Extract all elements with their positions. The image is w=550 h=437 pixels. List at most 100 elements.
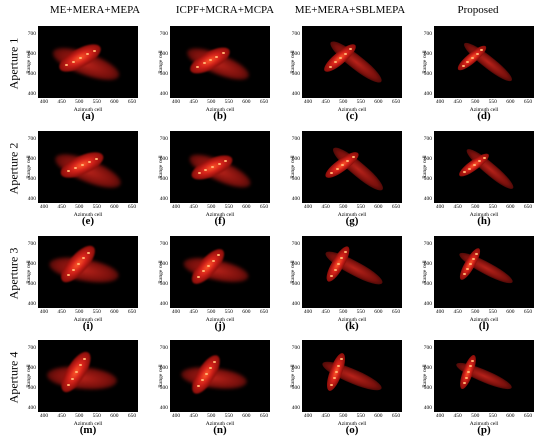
- x-axis-ticks: 400 450 500 550 600 650: [170, 204, 270, 212]
- x-tick-label: 500: [75, 413, 84, 419]
- y-tick-label: 400: [423, 405, 432, 411]
- scatter-point: [335, 371, 338, 373]
- y-tick-label: 400: [27, 405, 36, 411]
- y-tick-label: 600: [423, 261, 432, 267]
- x-axis-ticks: 400 450 500 550 600 650: [38, 309, 138, 317]
- isar-image: [170, 236, 270, 308]
- panel-caption: (o): [345, 424, 359, 436]
- x-tick-label: 500: [339, 309, 348, 315]
- x-axis-label: Azimuth cell: [337, 107, 367, 113]
- y-axis-label: Range cell: [26, 155, 32, 179]
- scatter-point: [339, 358, 343, 361]
- scatter-point: [464, 376, 468, 379]
- x-tick-label: 650: [259, 413, 269, 419]
- x-tick-label: 500: [75, 99, 84, 105]
- x-tick-label: 500: [339, 204, 348, 210]
- column-title: ME+MERA+SBLMEPA: [294, 4, 406, 16]
- scatter-point: [196, 65, 200, 68]
- x-axis-label: Azimuth cell: [469, 107, 499, 113]
- scatter-point: [461, 64, 465, 67]
- x-tick-label: 400: [435, 309, 445, 315]
- x-axis-ticks: 400 450 500 550 600 650: [302, 99, 402, 107]
- x-axis-ticks: 400 450 500 550 600 650: [434, 413, 534, 421]
- x-tick-label: 650: [259, 99, 269, 105]
- x-tick-label: 450: [57, 309, 66, 315]
- x-tick-label: 500: [339, 99, 348, 105]
- isar-image: [434, 340, 534, 412]
- x-tick-label: 400: [435, 204, 445, 210]
- isar-image: [170, 26, 270, 98]
- y-tick-label: 700: [27, 345, 36, 351]
- y-tick-label: 400: [159, 405, 168, 411]
- x-tick-label: 600: [242, 99, 251, 105]
- sar-panel: 700 600 500 400 400 450 500 550 600 650 Azimuth ce…: [158, 26, 290, 122]
- panel-caption: (j): [214, 320, 226, 332]
- scatter-point: [469, 365, 473, 368]
- y-tick-label: 400: [423, 196, 432, 202]
- scatter-point: [475, 53, 479, 56]
- scatter-point: [66, 274, 70, 277]
- x-tick-label: 400: [39, 99, 49, 105]
- x-tick-label: 550: [488, 309, 497, 315]
- isar-image: [434, 236, 534, 308]
- scatter-point: [333, 61, 337, 64]
- y-axis-label: Range cell: [422, 364, 428, 388]
- scatter-point: [85, 53, 89, 56]
- scatter-point: [87, 251, 91, 254]
- isar-image: [302, 26, 402, 98]
- sar-panel: 700 600 500 400 400 450 500 550 600 650 Azimuth ce…: [158, 340, 290, 436]
- scatter-point: [202, 270, 206, 273]
- y-tick-label: 600: [159, 261, 168, 267]
- scatter-point: [472, 257, 475, 260]
- y-tick-label: 700: [291, 345, 300, 351]
- y-tick-label: 500: [159, 385, 168, 391]
- y-axis-label: Range cell: [158, 260, 164, 284]
- x-tick-label: 500: [75, 204, 84, 210]
- scatter-point: [463, 171, 467, 174]
- x-tick-label: 450: [57, 99, 66, 105]
- y-tick-label: 500: [423, 281, 432, 287]
- scatter-point: [65, 64, 69, 67]
- scatter-point: [471, 57, 474, 59]
- y-axis-label: Range cell: [290, 364, 296, 388]
- column-title: ME+MERA+MEPA: [49, 4, 141, 16]
- x-tick-label: 550: [92, 413, 101, 419]
- y-tick-label: 700: [27, 136, 36, 142]
- scatter-point: [335, 167, 339, 170]
- panel-caption: (m): [79, 424, 97, 436]
- y-tick-label: 400: [159, 196, 168, 202]
- y-tick-label: 400: [291, 196, 300, 202]
- scatter-point: [211, 166, 214, 168]
- x-tick-label: 600: [242, 413, 251, 419]
- x-tick-label: 550: [92, 309, 101, 315]
- x-tick-label: 650: [259, 309, 269, 315]
- scatter-point: [473, 164, 476, 166]
- x-tick-label: 600: [374, 99, 383, 105]
- x-axis-label: Azimuth cell: [205, 317, 235, 323]
- scatter-point: [346, 160, 350, 163]
- x-tick-label: 400: [39, 204, 49, 210]
- y-tick-label: 700: [159, 136, 168, 142]
- sar-panel: 700 600 500 400 400 450 500 550 600 650 Azimuth ce…: [26, 26, 158, 122]
- x-axis-ticks: 400 450 500 550 600 650: [434, 204, 534, 212]
- y-tick-label: 600: [27, 156, 36, 162]
- scatter-point: [221, 52, 225, 55]
- y-tick-label: 700: [159, 241, 168, 247]
- y-axis-label: Range cell: [26, 260, 32, 284]
- y-tick-label: 400: [291, 405, 300, 411]
- x-tick-label: 400: [435, 413, 445, 419]
- y-axis-label: Range cell: [290, 260, 296, 284]
- x-axis-label: Azimuth cell: [73, 317, 103, 323]
- panel-caption: (d): [477, 110, 491, 122]
- x-tick-label: 450: [453, 309, 462, 315]
- y-tick-label: 500: [423, 71, 432, 77]
- y-tick-label: 500: [291, 281, 300, 287]
- x-tick-label: 400: [171, 413, 181, 419]
- y-tick-label: 700: [291, 241, 300, 247]
- y-tick-label: 400: [423, 91, 432, 97]
- x-axis-label: Azimuth cell: [337, 212, 367, 218]
- scatter-point: [77, 263, 80, 265]
- scatter-point: [471, 359, 475, 362]
- panel-caption: (f): [214, 215, 226, 227]
- scatter-point: [88, 160, 91, 163]
